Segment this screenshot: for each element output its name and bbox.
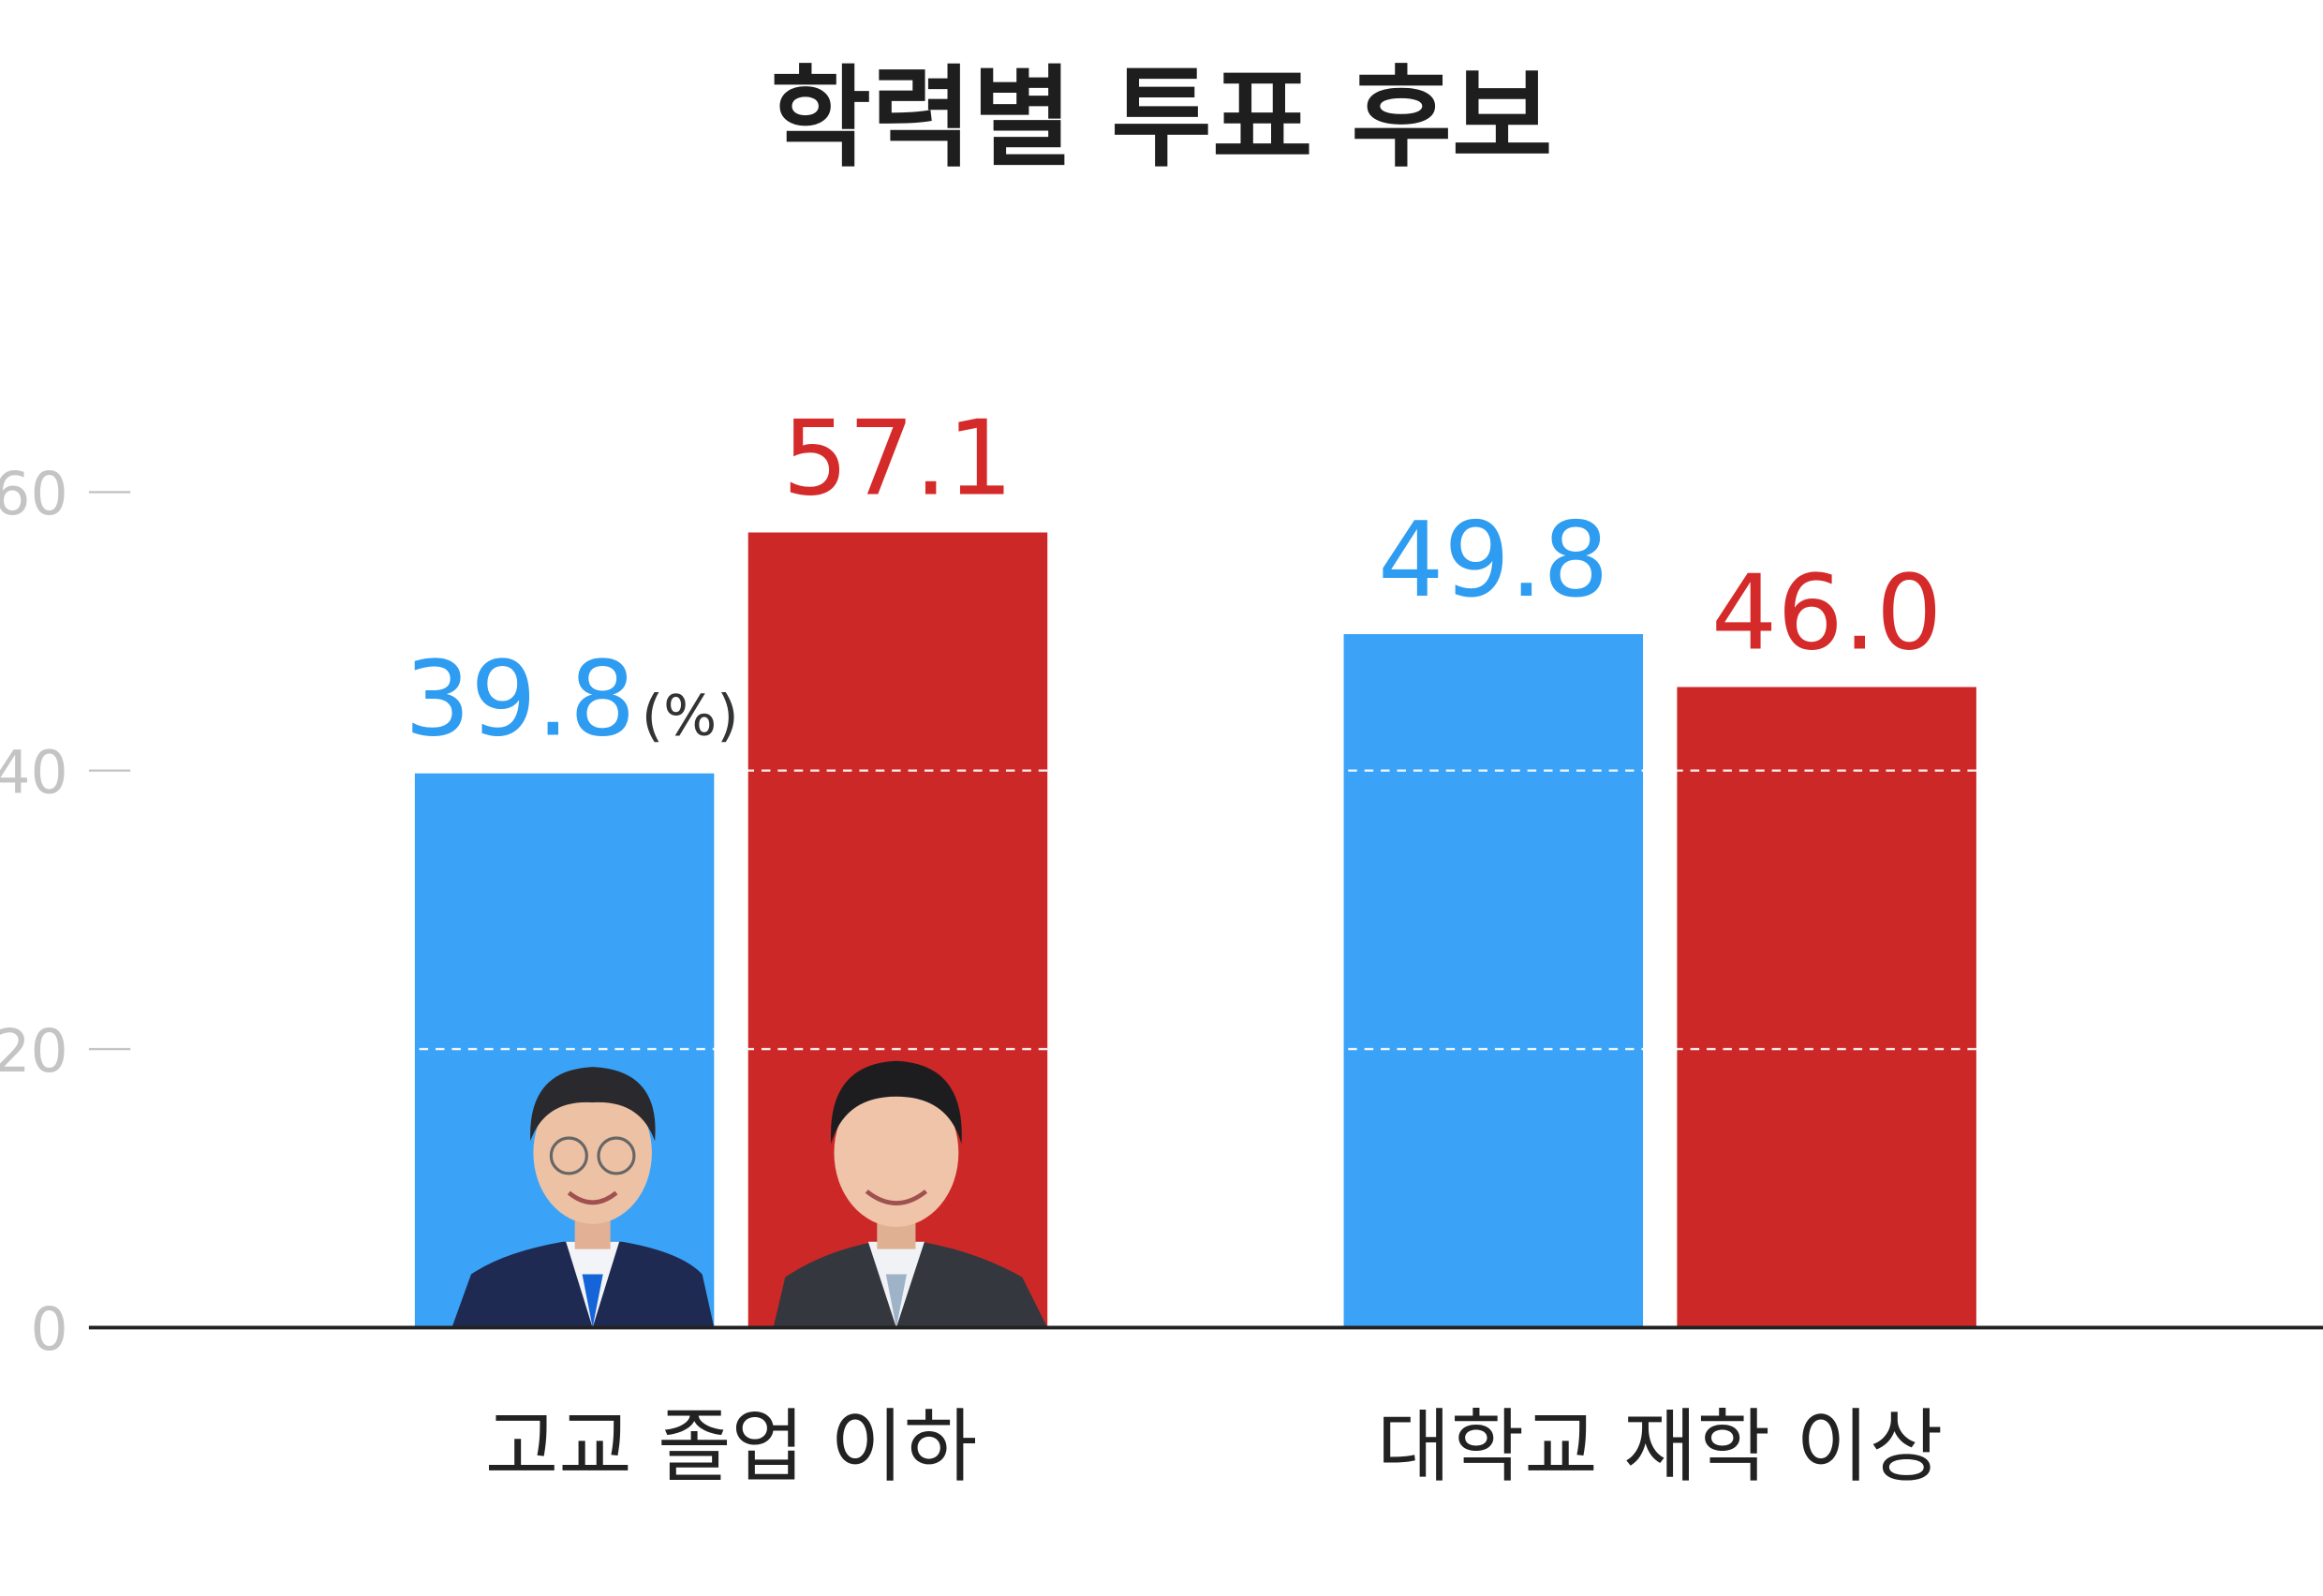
bar	[1677, 687, 1976, 1328]
value-label: 49.8	[1378, 500, 1609, 621]
candidate-photo	[451, 1067, 715, 1328]
bar	[414, 773, 715, 1328]
photos	[451, 1060, 1048, 1328]
chart-title: 학력별 투표 후보	[770, 53, 1552, 182]
y-tick-label: 0	[31, 1294, 68, 1364]
y-tick-label: 60	[0, 459, 68, 528]
x-tick-label: 대학교 재학 이상	[1377, 1401, 1943, 1494]
unit-note: (%)	[642, 684, 739, 749]
value-label: 46.0	[1711, 553, 1943, 673]
value-label: 39.8	[405, 640, 635, 761]
bar	[1343, 634, 1644, 1328]
value-label: 57.1	[782, 398, 1014, 519]
overlay: 고교 졸업 이하 39.8 57.1 대학교 재학 이상 49.8 46.0 (%) 0 20 4…	[0, 398, 2323, 1494]
y-tick-label: 20	[0, 1016, 68, 1086]
bars	[141, 491, 2323, 1328]
y-tick-label: 40	[0, 737, 68, 806]
x-tick-label: 고교 졸업 이하	[485, 1401, 978, 1494]
candidate-photo	[773, 1060, 1048, 1328]
